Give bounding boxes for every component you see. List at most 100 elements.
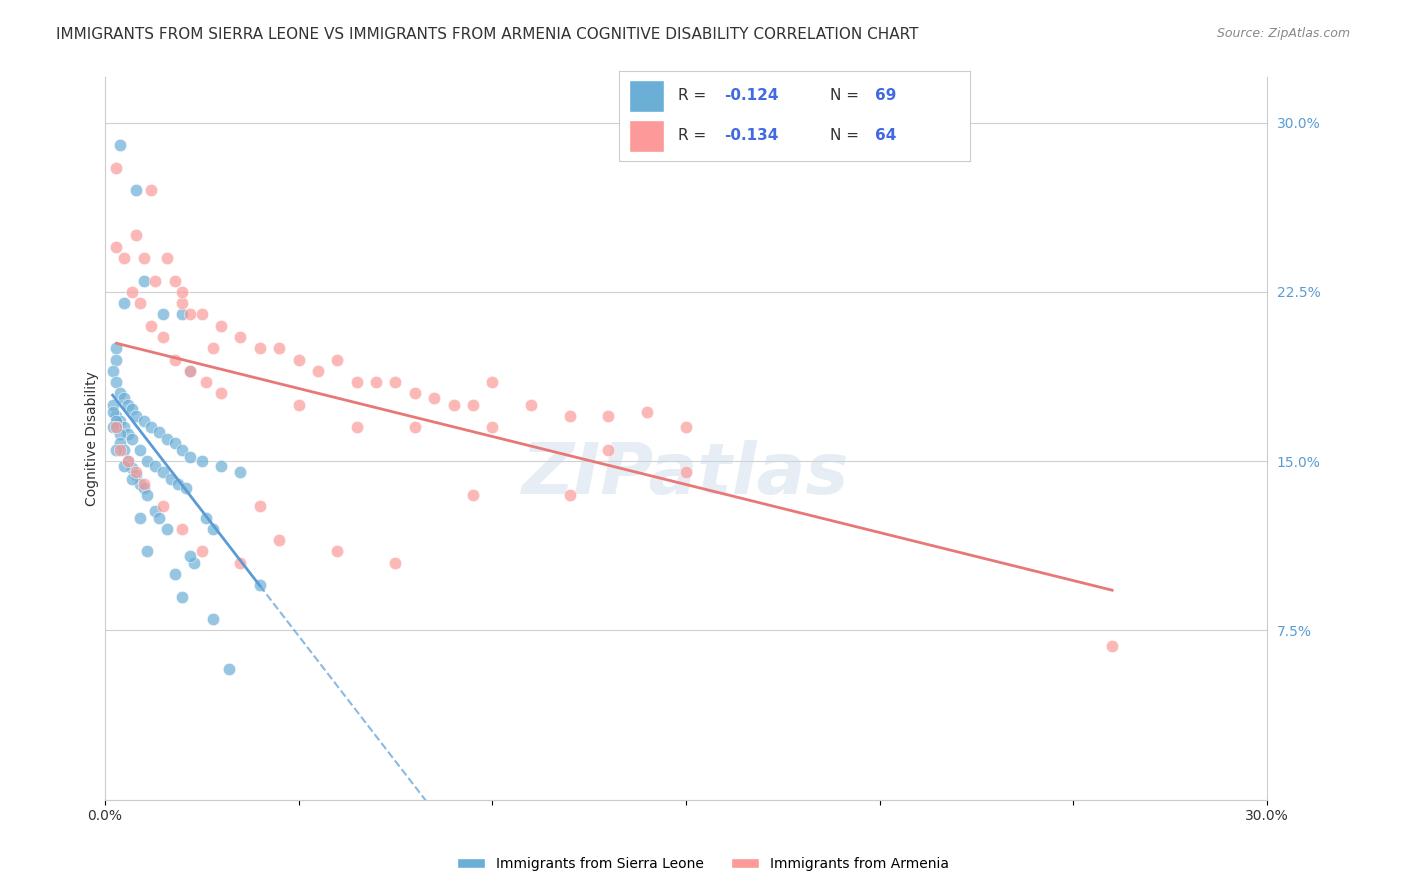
Point xyxy=(202,341,225,355)
FancyBboxPatch shape xyxy=(630,80,664,112)
Point xyxy=(163,352,186,367)
Point xyxy=(163,567,186,582)
Point xyxy=(326,352,349,367)
Point xyxy=(229,556,252,570)
Point xyxy=(128,296,150,310)
Text: -0.124: -0.124 xyxy=(724,88,779,103)
Point xyxy=(249,500,271,514)
Point xyxy=(128,476,150,491)
Point xyxy=(190,308,212,322)
Point xyxy=(105,413,128,427)
Point xyxy=(152,500,174,514)
Text: -0.134: -0.134 xyxy=(724,128,779,143)
Point xyxy=(101,364,124,378)
Point xyxy=(172,285,194,299)
Point xyxy=(190,454,212,468)
Point xyxy=(598,442,620,457)
Point xyxy=(125,467,148,482)
Point xyxy=(461,488,484,502)
Point xyxy=(110,138,132,153)
Point xyxy=(105,240,128,254)
Point xyxy=(636,404,658,418)
Point xyxy=(136,544,159,558)
Point xyxy=(384,556,406,570)
Point xyxy=(105,375,128,389)
Point xyxy=(125,409,148,423)
Point xyxy=(136,454,159,468)
Text: R =: R = xyxy=(678,88,711,103)
Point xyxy=(121,402,143,417)
Point xyxy=(520,398,543,412)
Text: 69: 69 xyxy=(875,88,897,103)
Point xyxy=(163,274,186,288)
Point xyxy=(132,481,155,495)
Point xyxy=(172,590,194,604)
Point xyxy=(152,466,174,480)
Point xyxy=(249,341,271,355)
Point xyxy=(404,420,426,434)
Point xyxy=(105,161,128,175)
Point xyxy=(141,420,163,434)
Point xyxy=(209,386,232,401)
Y-axis label: Cognitive Disability: Cognitive Disability xyxy=(86,371,100,506)
Point xyxy=(202,522,225,536)
Point xyxy=(307,364,329,378)
Point xyxy=(110,427,132,442)
Point xyxy=(117,398,139,412)
Point xyxy=(143,458,166,473)
Point xyxy=(105,442,128,457)
Point xyxy=(404,386,426,401)
Point xyxy=(218,662,240,676)
Point xyxy=(179,364,201,378)
Point xyxy=(156,251,179,265)
Text: 64: 64 xyxy=(875,128,897,143)
Point xyxy=(141,318,163,333)
Point xyxy=(159,472,181,486)
Point xyxy=(128,510,150,524)
Point xyxy=(172,442,194,457)
Point xyxy=(143,504,166,518)
Point xyxy=(174,481,197,495)
Point xyxy=(132,274,155,288)
Point xyxy=(112,296,135,310)
Point xyxy=(101,404,124,418)
Point xyxy=(346,375,368,389)
Point xyxy=(179,308,201,322)
Point xyxy=(326,544,349,558)
Point xyxy=(558,488,581,502)
Text: N =: N = xyxy=(830,128,863,143)
Point xyxy=(194,510,217,524)
Point xyxy=(101,398,124,412)
Point xyxy=(384,375,406,389)
Point xyxy=(132,251,155,265)
Point xyxy=(110,386,132,401)
Point xyxy=(132,476,155,491)
Point xyxy=(172,522,194,536)
Point xyxy=(125,228,148,243)
Point xyxy=(598,409,620,423)
Point xyxy=(110,436,132,450)
Point xyxy=(105,352,128,367)
Point xyxy=(461,398,484,412)
Point xyxy=(136,488,159,502)
Point xyxy=(101,420,124,434)
Point xyxy=(105,420,128,434)
Point xyxy=(167,476,190,491)
Point xyxy=(163,436,186,450)
Point xyxy=(172,308,194,322)
Point xyxy=(443,398,465,412)
Point xyxy=(194,375,217,389)
Point xyxy=(132,413,155,427)
Point xyxy=(1101,640,1123,654)
Point xyxy=(249,578,271,592)
Point xyxy=(152,308,174,322)
Text: ZIPatlas: ZIPatlas xyxy=(522,441,849,509)
Point xyxy=(156,432,179,446)
Point xyxy=(141,183,163,197)
Point xyxy=(179,364,201,378)
Point xyxy=(269,533,291,548)
Point xyxy=(269,341,291,355)
Point xyxy=(117,427,139,442)
Point xyxy=(209,318,232,333)
Point xyxy=(112,458,135,473)
